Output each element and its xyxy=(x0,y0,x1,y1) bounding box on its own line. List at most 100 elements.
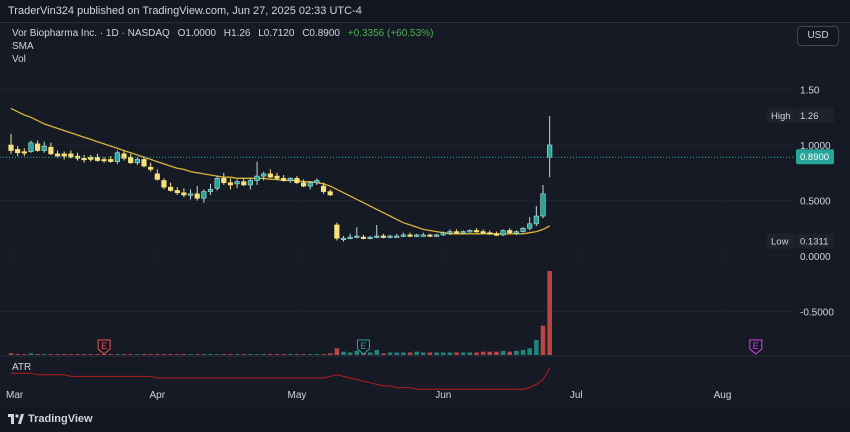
candle-body[interactable] xyxy=(41,145,47,151)
candle-body[interactable] xyxy=(400,234,406,237)
candle-body[interactable] xyxy=(121,153,127,159)
vol-indicator-label[interactable]: Vol xyxy=(12,54,26,65)
candle-body[interactable] xyxy=(8,144,14,151)
tradingview-brand[interactable]: TradingView xyxy=(8,413,93,425)
candle-body[interactable] xyxy=(187,193,194,196)
candle-body[interactable] xyxy=(201,191,207,199)
candle-body[interactable] xyxy=(460,231,466,234)
candle-body[interactable] xyxy=(447,231,453,234)
candle-body[interactable] xyxy=(440,232,446,236)
candle-body[interactable] xyxy=(287,178,293,181)
candle-body[interactable] xyxy=(347,236,353,239)
candle-body[interactable] xyxy=(194,193,200,199)
footer-bar: TradingView xyxy=(0,408,850,432)
candle-body[interactable] xyxy=(68,153,74,158)
candle-body[interactable] xyxy=(340,237,347,241)
candle-body[interactable] xyxy=(433,234,440,237)
candle-body[interactable] xyxy=(134,159,140,164)
candle-body[interactable] xyxy=(234,181,240,185)
candle-body[interactable] xyxy=(473,230,480,233)
candle-body[interactable] xyxy=(154,173,160,180)
candle-body[interactable] xyxy=(28,142,34,152)
chart-panel[interactable] xyxy=(0,22,850,409)
candle-body[interactable] xyxy=(34,143,41,151)
earnings-marker-icon[interactable] xyxy=(356,339,370,355)
candle-body[interactable] xyxy=(394,235,400,238)
candle-body[interactable] xyxy=(527,223,533,229)
currency-button[interactable]: USD xyxy=(797,26,839,46)
candle-body[interactable] xyxy=(294,178,300,184)
volume-bar xyxy=(48,354,54,355)
sma-indicator-label[interactable]: SMA xyxy=(12,41,34,52)
candle-body[interactable] xyxy=(334,224,340,239)
candle-body[interactable] xyxy=(101,159,107,162)
candle-body[interactable] xyxy=(227,182,234,186)
candle-body[interactable] xyxy=(281,178,287,181)
candle-body[interactable] xyxy=(141,159,147,167)
candle-body[interactable] xyxy=(427,234,433,237)
candle-body[interactable] xyxy=(174,190,180,194)
candle-body[interactable] xyxy=(300,182,307,187)
candle-body[interactable] xyxy=(247,180,254,186)
candle-body[interactable] xyxy=(414,234,420,237)
candle-body[interactable] xyxy=(207,189,214,192)
candle-body[interactable] xyxy=(168,186,174,191)
candle-body[interactable] xyxy=(367,236,373,239)
price-tick-label: 0.5000 xyxy=(800,197,831,208)
candle-body[interactable] xyxy=(453,231,460,234)
candle-body[interactable] xyxy=(108,159,114,162)
candle-body[interactable] xyxy=(320,185,327,192)
candle-body[interactable] xyxy=(21,151,27,154)
candle-body[interactable] xyxy=(241,181,247,186)
candle-body[interactable] xyxy=(513,231,519,234)
atr-indicator-label[interactable]: ATR xyxy=(12,362,31,373)
candle-body[interactable] xyxy=(161,180,167,188)
candle-body[interactable] xyxy=(81,158,87,161)
candle-body[interactable] xyxy=(354,235,360,238)
candle-body[interactable] xyxy=(467,230,473,233)
volume-bar xyxy=(61,354,67,355)
candle-body[interactable] xyxy=(520,227,526,232)
candle-body[interactable] xyxy=(480,231,486,234)
candle-body[interactable] xyxy=(420,234,426,237)
candle-body[interactable] xyxy=(221,178,227,184)
candle-body[interactable] xyxy=(254,175,260,181)
candle-body[interactable] xyxy=(261,173,267,177)
earnings-marker-label: E xyxy=(753,341,759,351)
earnings-marker-icon[interactable] xyxy=(749,339,763,355)
candle-body[interactable] xyxy=(487,232,493,235)
candle-body[interactable] xyxy=(274,175,280,179)
candle-body[interactable] xyxy=(507,230,513,233)
candle-body[interactable] xyxy=(387,235,393,238)
candle-body[interactable] xyxy=(128,156,134,164)
candle-body[interactable] xyxy=(307,182,313,187)
candle-body[interactable] xyxy=(374,235,380,238)
volume-bar xyxy=(514,350,519,355)
volume-bar xyxy=(261,354,266,355)
candle-body[interactable] xyxy=(327,191,333,196)
volume-bar xyxy=(447,352,453,355)
candle-body[interactable] xyxy=(360,236,367,239)
candle-body[interactable] xyxy=(181,192,187,196)
candle-body[interactable] xyxy=(48,146,54,155)
candle-body[interactable] xyxy=(15,149,21,154)
candle-body[interactable] xyxy=(380,235,387,238)
price-badge-bg xyxy=(796,233,834,249)
volume-bar xyxy=(181,354,187,355)
candle-body[interactable] xyxy=(500,230,506,236)
candle-body[interactable] xyxy=(61,153,67,157)
candle-body[interactable] xyxy=(493,233,500,236)
candle-body[interactable] xyxy=(54,153,61,157)
candle-body[interactable] xyxy=(540,193,546,217)
candle-body[interactable] xyxy=(94,156,101,161)
candle-body[interactable] xyxy=(148,166,154,170)
symbol-label[interactable]: Vor Biopharma Inc. · 1D · NASDAQ xyxy=(12,28,170,39)
candle-body[interactable] xyxy=(533,215,539,225)
candle-body[interactable] xyxy=(547,144,553,158)
candle-body[interactable] xyxy=(407,234,413,237)
candle-body[interactable] xyxy=(314,180,320,184)
candle-body[interactable] xyxy=(214,178,220,189)
candle-body[interactable] xyxy=(267,173,273,178)
earnings-marker-icon[interactable] xyxy=(97,339,111,355)
